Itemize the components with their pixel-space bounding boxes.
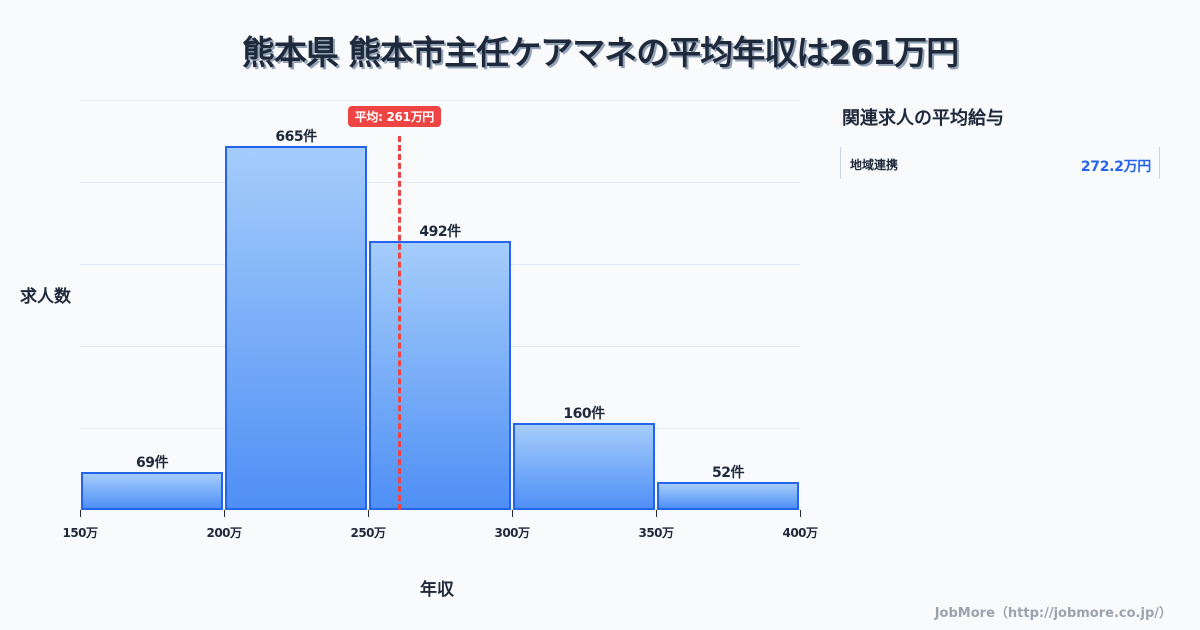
histogram-chart: 69件 665件 492件 160件 52件 150万 200万 250万 300万 350万 4… bbox=[20, 100, 818, 600]
x-tick-label: 200万 bbox=[206, 526, 242, 540]
x-tick-label: 350万 bbox=[638, 526, 674, 540]
related-job-salary: 272.2万円 bbox=[1080, 159, 1151, 175]
x-tick-label: 150万 bbox=[62, 526, 98, 540]
histogram-bar bbox=[657, 481, 799, 510]
footer-credit: JobMore（http://jobmore.co.jp/） bbox=[934, 606, 1172, 621]
histogram-bar bbox=[513, 422, 655, 510]
page-title: 熊本県 熊本市主任ケアマネの平均年収は261万円 bbox=[241, 33, 959, 72]
bar-value-label: 69件 bbox=[136, 455, 168, 472]
x-tick bbox=[512, 510, 513, 517]
bar-value-label: 492件 bbox=[419, 224, 461, 241]
x-axis-label: 年収 bbox=[420, 580, 454, 600]
mean-badge: 平均: 261万円 bbox=[347, 106, 441, 127]
histogram-bar bbox=[369, 241, 511, 510]
mean-line bbox=[398, 136, 402, 510]
x-tick bbox=[656, 510, 657, 517]
x-tick-label: 250万 bbox=[350, 526, 386, 540]
related-salary-row: 地域連携 272.2万円 bbox=[840, 147, 1160, 179]
histogram-bar bbox=[225, 146, 367, 510]
y-axis-label: 求人数 bbox=[20, 287, 71, 307]
bar-value-label: 665件 bbox=[275, 129, 317, 146]
x-tick bbox=[368, 510, 369, 517]
related-job-name: 地域連携 bbox=[850, 158, 899, 172]
histogram-bar bbox=[81, 472, 223, 510]
related-salary-title: 関連求人の平均給与 bbox=[842, 108, 1004, 129]
gridline bbox=[80, 100, 800, 101]
x-tick bbox=[80, 510, 81, 517]
bar-value-label: 160件 bbox=[563, 405, 605, 422]
gridline bbox=[80, 182, 800, 183]
x-tick bbox=[224, 510, 225, 517]
x-tick-label: 300万 bbox=[494, 526, 530, 540]
x-tick-label: 400万 bbox=[782, 526, 818, 540]
x-tick bbox=[800, 510, 801, 517]
bar-value-label: 52件 bbox=[712, 464, 744, 481]
